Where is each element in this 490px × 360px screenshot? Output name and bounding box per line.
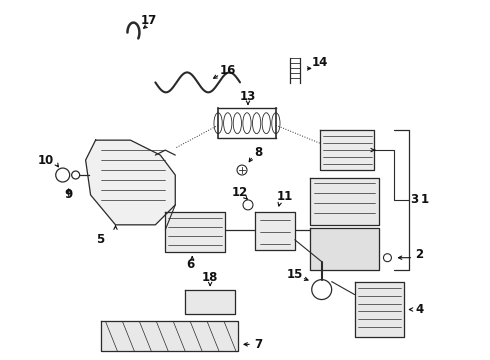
Polygon shape bbox=[319, 130, 374, 170]
Text: 15: 15 bbox=[287, 268, 303, 281]
Text: 9: 9 bbox=[65, 188, 73, 202]
Polygon shape bbox=[165, 212, 225, 252]
Text: 10: 10 bbox=[38, 154, 54, 167]
Polygon shape bbox=[100, 321, 238, 351]
Text: 17: 17 bbox=[140, 14, 156, 27]
Text: 14: 14 bbox=[312, 56, 328, 69]
Text: 4: 4 bbox=[415, 303, 423, 316]
Polygon shape bbox=[255, 212, 295, 250]
Text: 2: 2 bbox=[415, 248, 423, 261]
Text: 12: 12 bbox=[232, 186, 248, 199]
Polygon shape bbox=[310, 178, 379, 225]
Polygon shape bbox=[86, 140, 175, 225]
Text: 1: 1 bbox=[420, 193, 428, 206]
Text: 16: 16 bbox=[220, 64, 236, 77]
Text: 8: 8 bbox=[254, 145, 262, 159]
Polygon shape bbox=[185, 289, 235, 315]
Polygon shape bbox=[355, 282, 404, 337]
Text: 18: 18 bbox=[202, 271, 219, 284]
Text: 6: 6 bbox=[186, 258, 195, 271]
Text: 3: 3 bbox=[410, 193, 418, 206]
Text: 5: 5 bbox=[97, 233, 105, 246]
Text: 7: 7 bbox=[254, 338, 262, 351]
Text: 13: 13 bbox=[240, 90, 256, 103]
Polygon shape bbox=[310, 228, 379, 270]
Text: 11: 11 bbox=[277, 190, 293, 203]
